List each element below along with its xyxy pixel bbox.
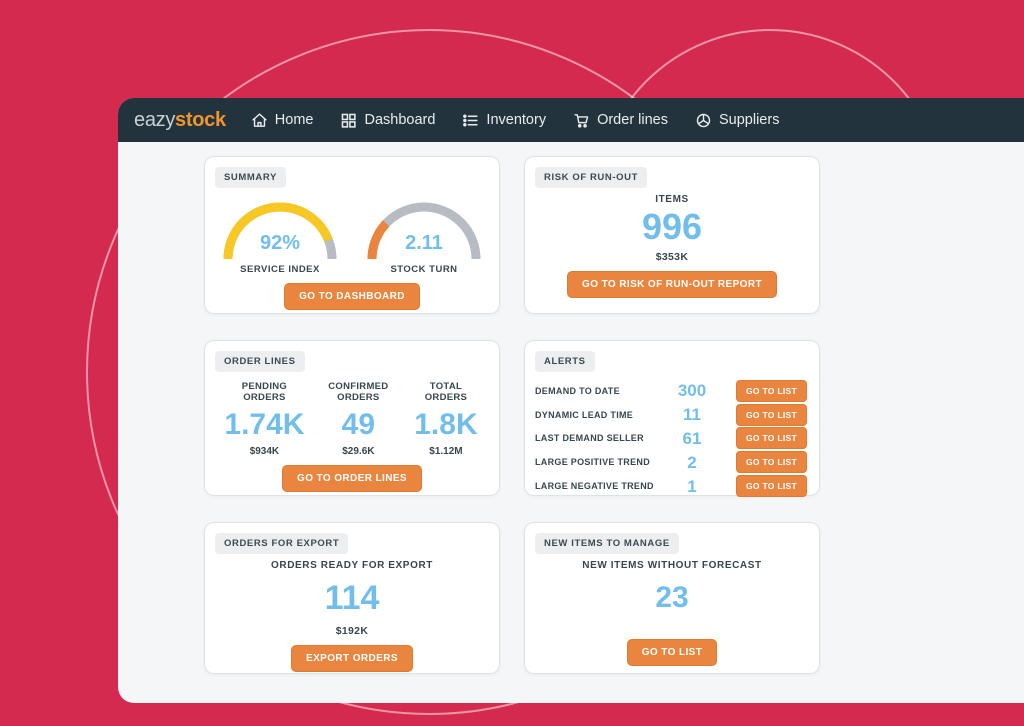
nav-item-suppliers[interactable]: Suppliers <box>695 112 779 129</box>
export-orders-button[interactable]: EXPORT ORDERS <box>291 645 413 672</box>
alert-value: 300 <box>677 381 707 401</box>
alert-row-large-positive-trend: LARGE POSITIVE TREND 2 GO TO LIST <box>535 450 807 474</box>
alerts-rows: DEMAND TO DATE 300 GO TO LIST DYNAMIC LE… <box>525 379 819 498</box>
main-nav: Home Dashboard Inventory <box>251 112 779 129</box>
summary-card-badge: SUMMARY <box>215 167 286 188</box>
new-items-badge: NEW ITEMS TO MANAGE <box>535 533 679 554</box>
service-index-gauge: 92% SERVICE INDEX <box>218 193 342 275</box>
stock-turn-gauge: 2.11 STOCK TURN <box>362 193 486 275</box>
order-lines-metrics: PENDING ORDERS 1.74K $934K CONFIRMED ORD… <box>205 381 499 457</box>
metric-sub-value: $1.12M <box>429 446 463 457</box>
risk-card-badge: RISK OF RUN-OUT <box>535 167 647 188</box>
new-items-to-manage-card: NEW ITEMS TO MANAGE NEW ITEMS WITHOUT FO… <box>524 522 820 674</box>
logo-text-eazy: eazy <box>134 108 176 131</box>
logo-text-stock: stock <box>175 108 226 131</box>
metric-sub-value: $29.6K <box>342 446 375 457</box>
go-to-list-button[interactable]: GO TO LIST <box>735 475 807 498</box>
confirmed-orders-metric: CONFIRMED ORDERS 49 $29.6K <box>308 381 409 457</box>
summary-card: SUMMARY 92% SERVICE INDEX 2.11 <box>204 156 500 314</box>
go-to-list-button[interactable]: GO TO LIST <box>735 379 807 402</box>
items-dollar-value: $353K <box>655 251 689 263</box>
stock-turn-label: STOCK TURN <box>390 264 458 275</box>
alert-label: LARGE POSITIVE TREND <box>535 457 651 468</box>
alert-label: DYNAMIC LEAD TIME <box>535 409 634 420</box>
nav-item-dashboard[interactable]: Dashboard <box>340 112 435 129</box>
new-items-value: 23 <box>655 581 689 614</box>
orders-ready-value: 114 <box>324 579 380 617</box>
items-value: 996 <box>641 206 703 247</box>
service-index-label: SERVICE INDEX <box>240 264 320 275</box>
top-navbar: eazystock Home Dashboard <box>118 98 1024 142</box>
suppliers-globe-icon <box>696 113 711 127</box>
risk-of-run-out-card: RISK OF RUN-OUT ITEMS 996 $353K GO TO RI… <box>524 156 820 314</box>
order-lines-card: ORDER LINES PENDING ORDERS 1.74K $934K C… <box>204 340 500 496</box>
nav-label: Suppliers <box>719 112 780 128</box>
go-to-list-button[interactable]: GO TO LIST <box>735 427 807 450</box>
alert-value: 11 <box>683 405 701 425</box>
alert-label: LARGE NEGATIVE TREND <box>535 481 654 492</box>
alert-row-large-negative-trend: LARGE NEGATIVE TREND 1 GO TO LIST <box>535 474 807 498</box>
nav-label: Home <box>274 112 314 128</box>
alert-row-dynamic-lead-time: DYNAMIC LEAD TIME 11 GO TO LIST <box>535 403 807 427</box>
alerts-card: ALERTS DEMAND TO DATE 300 GO TO LIST DYN… <box>524 340 820 498</box>
summary-gauges: 92% SERVICE INDEX 2.11 STOCK TURN <box>218 193 486 275</box>
total-orders-metric: TOTAL ORDERS 1.8K $1.12M <box>409 381 483 457</box>
nav-item-home[interactable]: Home <box>251 112 314 129</box>
nav-item-inventory[interactable]: Inventory <box>462 112 546 129</box>
alert-row-demand-to-date: DEMAND TO DATE 300 GO TO LIST <box>535 379 807 403</box>
nav-label: Order lines <box>597 112 668 128</box>
eazystock-logo[interactable]: eazystock <box>134 109 226 132</box>
alert-row-last-demand-seller: LAST DEMAND SELLER 61 GO TO LIST <box>535 427 807 451</box>
home-icon <box>252 112 267 127</box>
alert-value: 1 <box>687 476 697 496</box>
pending-orders-metric: PENDING ORDERS 1.74K $934K <box>221 381 308 457</box>
nav-item-order-lines[interactable]: Order lines <box>573 112 668 129</box>
go-to-list-button[interactable]: GO TO LIST <box>735 451 807 474</box>
metric-sub-value: $934K <box>249 446 280 457</box>
nav-label: Dashboard <box>364 112 436 128</box>
alert-value: 2 <box>687 452 697 472</box>
order-lines-badge: ORDER LINES <box>215 351 305 372</box>
orders-ready-dollar-value: $192K <box>335 625 369 637</box>
alert-value: 61 <box>682 428 702 448</box>
go-to-dashboard-button[interactable]: GO TO DASHBOARD <box>284 283 420 310</box>
metric-label: TOTAL ORDERS <box>424 381 468 403</box>
gauge-arc <box>367 202 481 260</box>
go-to-list-button[interactable]: GO TO LIST <box>735 403 807 426</box>
dashboard-grid: SUMMARY 92% SERVICE INDEX 2.11 <box>118 142 1024 674</box>
orders-for-export-card: ORDERS FOR EXPORT ORDERS READY FOR EXPOR… <box>204 522 500 674</box>
service-index-value: 92% <box>259 232 301 254</box>
new-items-label: NEW ITEMS WITHOUT FORECAST <box>582 560 762 571</box>
inventory-list-icon <box>463 114 479 126</box>
cart-icon <box>574 113 589 128</box>
app-panel: eazystock Home Dashboard <box>118 98 1024 703</box>
stock-turn-value: 2.11 <box>405 232 443 254</box>
dashboard-icon <box>342 113 357 128</box>
metric-label: CONFIRMED ORDERS <box>328 381 389 403</box>
nav-label: Inventory <box>486 112 547 128</box>
go-to-order-lines-button[interactable]: GO TO ORDER LINES <box>282 465 422 492</box>
gauge-arc <box>223 202 337 260</box>
metric-label: PENDING ORDERS <box>241 381 288 403</box>
metric-value: 1.8K <box>414 408 478 441</box>
metric-value: 1.74K <box>224 408 305 441</box>
items-label: ITEMS <box>655 194 689 205</box>
alert-label: LAST DEMAND SELLER <box>535 433 644 444</box>
new-items-go-to-list-button[interactable]: GO TO LIST <box>626 639 718 666</box>
orders-for-export-badge: ORDERS FOR EXPORT <box>215 533 349 554</box>
alert-label: DEMAND TO DATE <box>535 385 620 396</box>
metric-value: 49 <box>341 408 376 441</box>
alerts-badge: ALERTS <box>535 351 595 372</box>
orders-ready-label: ORDERS READY FOR EXPORT <box>271 560 433 571</box>
go-to-risk-report-button[interactable]: GO TO RISK OF RUN-OUT REPORT <box>567 271 777 298</box>
